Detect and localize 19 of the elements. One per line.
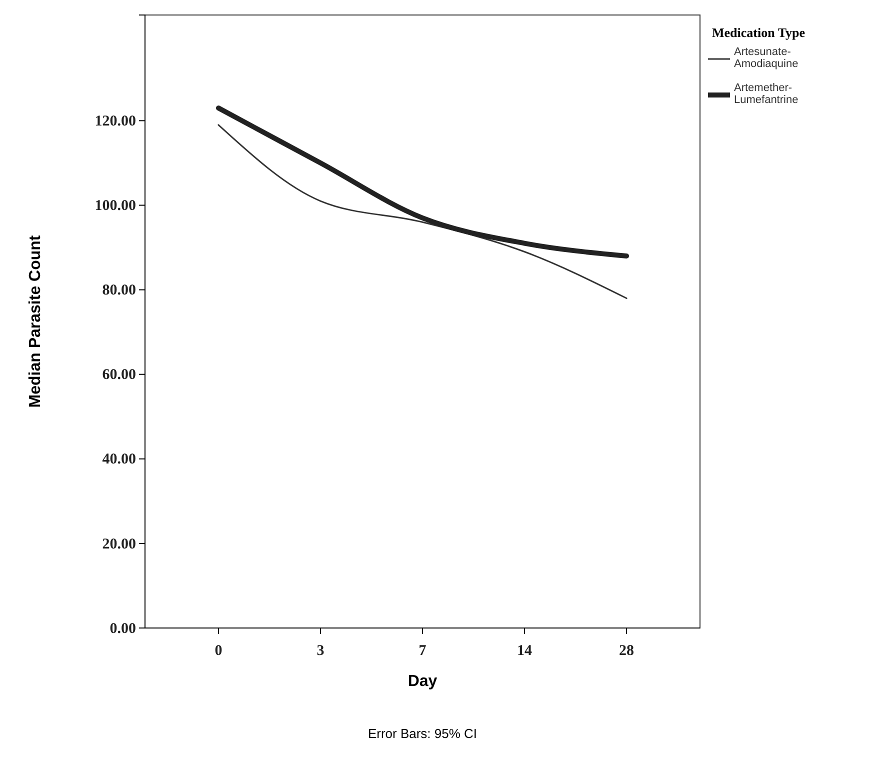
y-tick-label: 0.00: [110, 620, 136, 637]
x-tick-label: 28: [619, 643, 634, 659]
x-tick-label: 0: [214, 643, 222, 659]
y-tick-label: 100.00: [94, 198, 136, 214]
x-tick-label: 14: [517, 643, 533, 659]
x-tick-label: 7: [418, 643, 427, 659]
y-tick-label: 20.00: [102, 536, 136, 552]
line-series: [218, 124, 628, 299]
y-axis-title: Median Parasite Count: [27, 234, 44, 408]
text: Error Bars: 95% CI: [368, 726, 478, 741]
y-tick-label: 60.00: [102, 367, 136, 384]
legend-label: Artesunate-Amodiaquine: [734, 46, 798, 70]
legend-title: Medication Type: [712, 25, 806, 40]
y-tick-label: 80.00: [102, 282, 136, 299]
x-tick-label: 3: [316, 643, 324, 659]
legend-label: Artemether-Lumefantrine: [734, 82, 798, 106]
x-axis-title: Day: [408, 673, 438, 690]
y-tick-label: 40.00: [102, 452, 136, 468]
y-tick-label: 120.00: [94, 113, 136, 130]
